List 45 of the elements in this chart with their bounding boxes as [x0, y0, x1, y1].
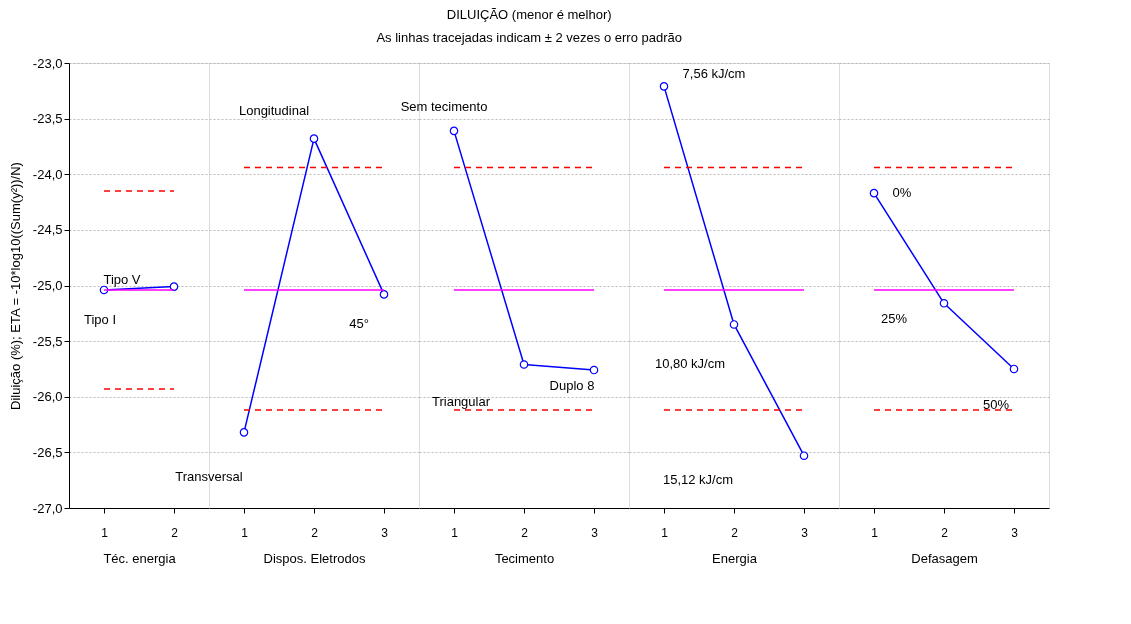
y-tick-label: -26,5 — [32, 444, 63, 460]
annotation: 10,80 kJ/cm — [654, 356, 726, 372]
y-tick-label: -26,0 — [32, 389, 63, 405]
annotation: 0% — [892, 185, 912, 201]
x-tick-label: 1 — [241, 525, 249, 540]
x-tick-label: 3 — [381, 525, 389, 540]
x-tick-label: 2 — [731, 525, 739, 540]
y-tick-label: -23,0 — [32, 55, 63, 71]
annotation: 7,56 kJ/cm — [682, 66, 746, 82]
y-tick-label: -24,0 — [32, 166, 63, 182]
annotation: Longitudinal — [238, 102, 310, 118]
y-tick-label: -25,0 — [32, 278, 63, 293]
annotation: Tipo I — [83, 311, 117, 327]
chart-title: DILUIÇÃO (menor é melhor) — [446, 6, 612, 22]
x-axis-title: Energia — [712, 550, 758, 566]
y-axis-title: Diluição (%); ETA = -10*log10((Sum(y²))/N) — [7, 162, 23, 410]
annotation: 15,12 kJ/cm — [662, 472, 734, 487]
x-tick-label: 1 — [101, 525, 109, 540]
y-tick-label: -27,0 — [32, 500, 63, 516]
annotation: Sem tecimento — [400, 98, 488, 114]
y-tick-label: -25,5 — [32, 333, 63, 349]
x-tick-label: 3 — [1011, 525, 1019, 540]
annotation: Duplo 8 — [549, 378, 595, 394]
x-tick-label: 1 — [661, 525, 669, 540]
y-tick-label: -24,5 — [32, 222, 63, 238]
x-axis-title: Dispos. Eletrodos — [263, 550, 366, 566]
annotation: 45° — [349, 316, 369, 332]
annotation: Tipo V — [103, 271, 141, 287]
x-axis-title: Defasagem — [911, 550, 978, 566]
x-axis-title: Tecimento — [494, 550, 555, 566]
annotation: 25% — [880, 311, 908, 327]
y-tick-label: -23,5 — [32, 111, 63, 127]
x-tick-label: 2 — [521, 525, 529, 540]
x-tick-label: 2 — [311, 525, 319, 540]
annotation: Triangular — [431, 394, 491, 409]
x-tick-label: 3 — [801, 525, 809, 540]
x-tick-label: 2 — [941, 525, 949, 540]
annotation: Transversal — [175, 469, 243, 485]
x-tick-label: 1 — [871, 525, 879, 540]
x-axis-title: Téc. energia — [103, 550, 177, 566]
chart-subtitle: As linhas tracejadas indicam ± 2 vezes o erro padrão — [376, 29, 682, 45]
x-tick-label: 2 — [171, 525, 179, 540]
x-tick-label: 1 — [451, 525, 459, 540]
x-tick-label: 3 — [591, 525, 599, 540]
annotation: 50% — [982, 396, 1010, 412]
